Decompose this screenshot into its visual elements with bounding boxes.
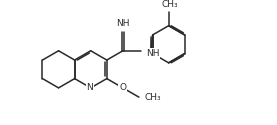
Text: O: O — [119, 83, 126, 92]
Text: NH: NH — [116, 20, 130, 28]
Text: CH₃: CH₃ — [161, 0, 178, 9]
Text: N: N — [86, 83, 93, 92]
Text: NH: NH — [146, 49, 160, 58]
Text: CH₃: CH₃ — [145, 93, 161, 102]
